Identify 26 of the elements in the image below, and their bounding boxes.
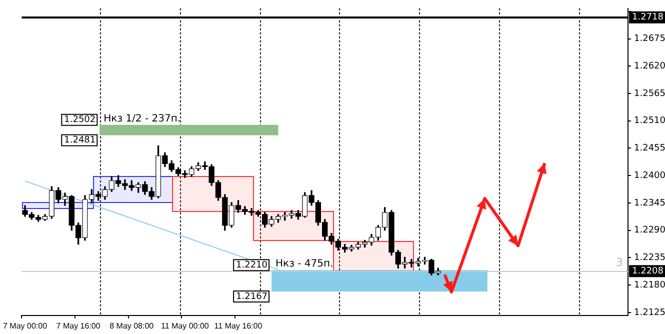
x-tick-label: 8 May 08:00 (110, 321, 154, 330)
y-tick-label: 1.2510 (634, 116, 665, 126)
y-tick-label: 1.2345 (634, 198, 665, 208)
y-tick-label: 1.2675 (634, 34, 665, 44)
annotation: 1.2167 (236, 292, 268, 302)
y-tick-label: 1.2455 (634, 144, 665, 154)
annotation: 1.2502 (64, 115, 96, 126)
y-tick-label: 1.2235 (634, 253, 665, 264)
annotation: 3 (616, 256, 623, 269)
candlestick (408, 258, 414, 268)
y-tick-label: 1.2565 (634, 88, 665, 99)
band-label: Нкз 1/2 - 237п. (104, 113, 181, 124)
x-tick-label: 11 May 00:00 (160, 321, 210, 330)
y-tick-label: 1.2400 (634, 170, 665, 181)
x-tick-label: 7 May 16:00 (56, 321, 101, 330)
y-tick-label: 1.2180 (634, 280, 665, 290)
y-tick-label: 1.2125 (634, 308, 665, 318)
annotation: 1.2481 (64, 136, 96, 146)
y-tick-label: 1.2620 (634, 61, 665, 72)
annotation: 1.2210 (236, 260, 268, 270)
ref-line-label: 1.2208 (632, 266, 664, 276)
x-tick-label: 11 May 16:00 (214, 321, 263, 330)
x-tick-label: 7 May 00:00 (3, 321, 48, 330)
y-tick-label: 1.2290 (634, 226, 665, 236)
ref-line-label: 1.2718 (632, 12, 664, 23)
band-label: Нкз - 475п. (276, 258, 334, 270)
